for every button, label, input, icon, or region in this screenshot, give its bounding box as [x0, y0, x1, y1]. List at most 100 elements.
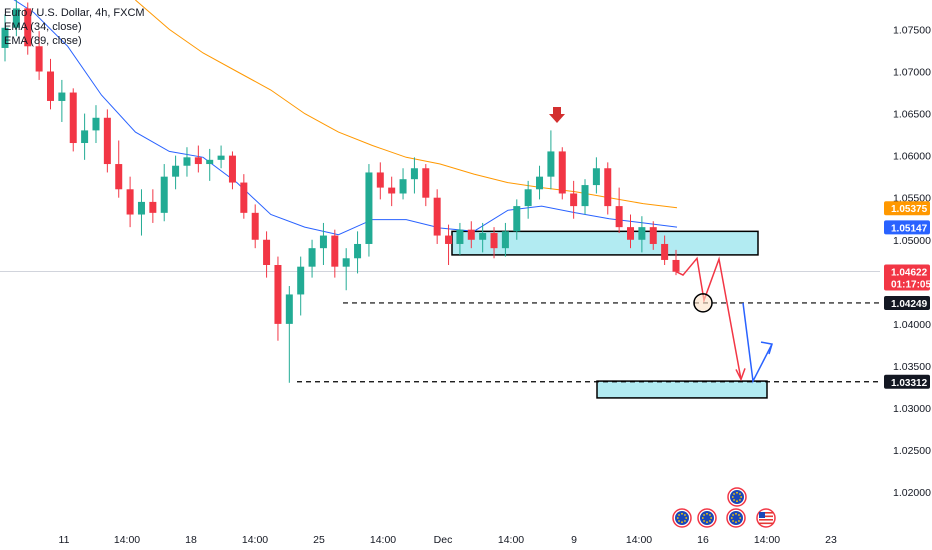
price-tick-label: 1.02500 [893, 445, 931, 457]
flag-star [681, 521, 683, 524]
candle-body [581, 185, 589, 207]
candle-body [365, 172, 373, 244]
candle-body [319, 235, 327, 249]
price-axis[interactable]: 1.075001.070001.065001.060001.055001.050… [882, 0, 932, 550]
chart-legend[interactable]: Euro / U.S. Dollar, 4h, FXCM EMA (34, cl… [4, 6, 145, 48]
candle-body [206, 159, 214, 165]
candle-body [672, 259, 680, 272]
time-tick-label: 18 [185, 534, 197, 546]
event-flag-us-icon[interactable] [756, 508, 776, 528]
candle-body [649, 227, 657, 244]
price-badge-black [884, 374, 930, 389]
economic-events[interactable] [672, 487, 776, 528]
candle-body [240, 182, 248, 213]
time-tick-label: Dec [434, 534, 453, 546]
price-badge-label: 1.04622 [891, 268, 928, 279]
candle-body [399, 179, 407, 194]
event-flag-eu-icon[interactable] [697, 508, 717, 528]
candle-body [592, 168, 600, 186]
candle-body [490, 233, 498, 249]
candle-body [92, 117, 100, 131]
time-tick-label: 14:00 [498, 534, 524, 546]
flag-star [735, 512, 737, 515]
price-badge-label: 1.05147 [891, 223, 928, 234]
candles-layer [1, 0, 680, 383]
flag-star [733, 493, 735, 495]
candle-body [35, 46, 43, 72]
flag-star [706, 512, 708, 515]
candle-body [547, 151, 555, 177]
flag-star [706, 521, 708, 524]
price-tick-label: 1.02000 [893, 487, 931, 499]
candle-body [103, 117, 111, 165]
flag-star [736, 491, 738, 494]
flag-star [703, 514, 705, 516]
candle-body [149, 201, 157, 213]
arrow-up-head [760, 341, 773, 355]
event-flag-eu-icon[interactable] [727, 487, 747, 507]
price-tick-label: 1.06500 [893, 109, 931, 121]
flag-star [739, 517, 742, 519]
flag-star [678, 520, 680, 522]
projection-down-path[interactable] [675, 256, 742, 380]
arrow-down-head [735, 368, 746, 382]
candle-body [536, 176, 544, 190]
drawings-layer[interactable] [297, 107, 880, 384]
candle-body [69, 92, 77, 144]
candle-body [217, 155, 225, 160]
candle-body [58, 92, 66, 101]
time-tick-label: 14:00 [114, 534, 140, 546]
time-tick-label: 9 [571, 534, 577, 546]
candle-body [81, 130, 89, 144]
retest-circle-fill [695, 294, 711, 311]
time-tick-label: 14:00 [242, 534, 268, 546]
sell-signal-arrow[interactable] [549, 107, 565, 123]
time-tick-label: 14:00 [370, 534, 396, 546]
event-flag-eu-icon[interactable] [726, 508, 746, 528]
ema89-legend[interactable]: EMA (89, close) [4, 35, 82, 47]
resistance-zone[interactable] [451, 230, 759, 256]
price-badge-label: 1.05375 [891, 204, 928, 215]
candle-body [115, 164, 123, 190]
candle-body [12, 8, 20, 28]
candle-body [194, 157, 202, 165]
candle-body [183, 157, 191, 166]
projection-up-path[interactable] [742, 302, 773, 384]
flag-star [730, 517, 733, 519]
candle-body [638, 227, 646, 240]
candle-body [342, 258, 350, 267]
time-axis[interactable]: 11 14:00 18 14:00 25 14:00 Dec 14:00 9 14:00 16 14:… [59, 534, 837, 546]
candle-body [445, 235, 453, 244]
flag-star [685, 517, 688, 519]
candle-body [46, 71, 54, 101]
time-tick-label: 23 [825, 534, 837, 546]
candle-body [160, 176, 168, 213]
flag-star [739, 499, 741, 501]
symbol-title[interactable]: Euro / U.S. Dollar, 4h, FXCM [4, 7, 145, 19]
candle-body [661, 243, 669, 260]
candle-body [604, 168, 612, 207]
flag-stripe [759, 515, 773, 518]
flag-star [740, 496, 743, 498]
candle-body [558, 151, 566, 194]
price-tick-label: 1.07500 [893, 24, 931, 36]
candle-body [285, 294, 293, 324]
candle-body [524, 189, 532, 207]
flag-star [738, 520, 740, 522]
target-zone[interactable] [596, 380, 768, 399]
event-flag-eu-icon[interactable] [672, 508, 692, 528]
time-tick-label: 14:00 [626, 534, 652, 546]
price-tick-label: 1.03000 [893, 403, 931, 415]
price-badge-black [884, 295, 930, 310]
countdown-label: 01:17:05 [891, 280, 931, 291]
flag-star [681, 512, 683, 515]
retest-circle[interactable] [693, 293, 713, 313]
flag-star [684, 514, 686, 516]
candle-body [24, 8, 32, 47]
candle-body [1, 27, 9, 48]
price-tick-label: 1.05000 [893, 235, 931, 247]
candle-body [513, 206, 521, 232]
ema34-legend[interactable]: EMA (34, close) [4, 21, 82, 33]
candle-body [433, 197, 441, 236]
